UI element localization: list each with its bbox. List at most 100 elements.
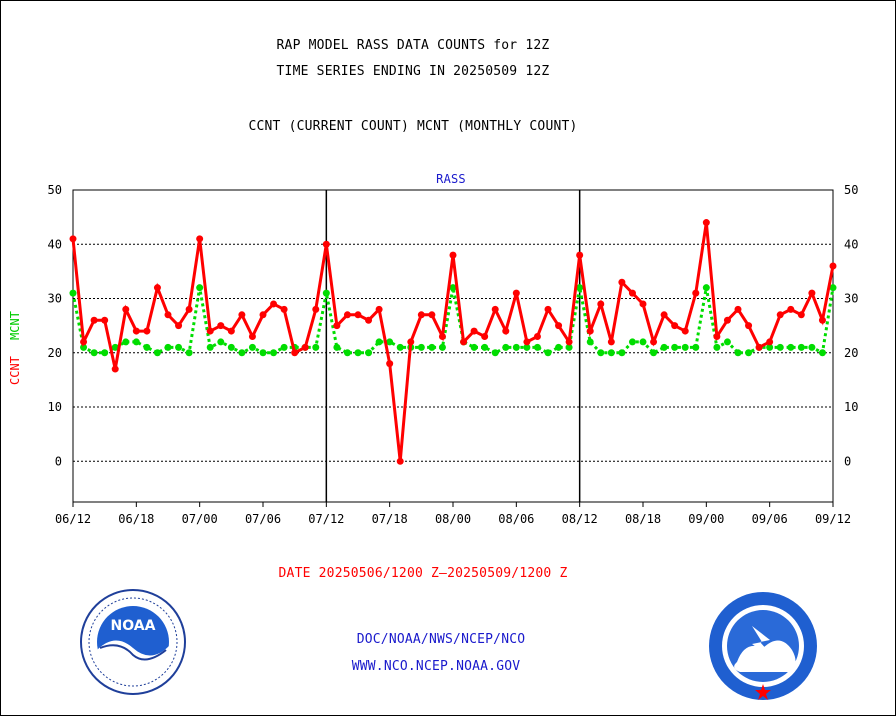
point-mcnt (766, 343, 774, 351)
point-mcnt (153, 349, 161, 357)
point-ccnt (438, 333, 446, 341)
point-ccnt (270, 300, 278, 308)
point-mcnt (776, 343, 784, 351)
point-ccnt (322, 240, 330, 248)
y-tick-label-right: 30 (844, 292, 858, 306)
point-mcnt (417, 343, 425, 351)
point-mcnt (787, 343, 795, 351)
panel-label: RASS (436, 172, 466, 186)
point-mcnt (259, 349, 267, 357)
point-mcnt (818, 349, 826, 357)
point-mcnt (829, 284, 837, 292)
point-ccnt (386, 360, 394, 368)
point-ccnt (354, 311, 362, 319)
point-ccnt (111, 365, 119, 373)
point-mcnt (650, 349, 658, 357)
point-ccnt (175, 322, 183, 330)
point-mcnt (386, 338, 394, 346)
point-mcnt (206, 343, 214, 351)
chart-title-line1: RAP MODEL RASS DATA COUNTS for 12Z (276, 38, 550, 53)
y-tick-label-right: 10 (844, 400, 858, 414)
point-mcnt (196, 284, 204, 292)
point-ccnt (291, 349, 299, 357)
y-tick-label-left: 20 (48, 346, 62, 360)
point-ccnt (702, 219, 710, 227)
point-mcnt (586, 338, 594, 346)
point-ccnt (90, 316, 98, 324)
point-ccnt (449, 251, 457, 259)
point-ccnt (555, 322, 563, 330)
point-mcnt (248, 343, 256, 351)
point-mcnt (185, 349, 193, 357)
point-mcnt (111, 343, 119, 351)
point-mcnt (681, 343, 689, 351)
point-ccnt (692, 289, 700, 297)
point-mcnt (217, 338, 225, 346)
point-ccnt (343, 311, 351, 319)
y-tick-label-right: 0 (844, 454, 851, 468)
point-mcnt (164, 343, 172, 351)
point-mcnt (597, 349, 605, 357)
point-ccnt (618, 278, 626, 286)
chart-title-line2: TIME SERIES ENDING IN 20250509 12Z (276, 64, 550, 79)
point-ccnt (227, 327, 235, 335)
point-mcnt (565, 343, 573, 351)
point-ccnt (533, 333, 541, 341)
point-ccnt (576, 251, 584, 259)
point-mcnt (438, 343, 446, 351)
point-ccnt (829, 262, 837, 270)
point-mcnt (143, 343, 151, 351)
point-mcnt (512, 343, 520, 351)
point-ccnt (460, 338, 468, 346)
mcnt-series (69, 284, 837, 357)
ylabel-ccnt: CCNT (8, 356, 22, 385)
point-mcnt (745, 349, 753, 357)
point-ccnt (639, 300, 647, 308)
point-ccnt (164, 311, 172, 319)
point-mcnt (428, 343, 436, 351)
y-axis-ticks: 0 0 10 10 20 20 30 30 40 40 50 50 (48, 183, 859, 468)
point-ccnt (80, 338, 88, 346)
point-ccnt (660, 311, 668, 319)
point-ccnt (808, 289, 816, 297)
point-ccnt (407, 338, 415, 346)
point-mcnt (628, 338, 636, 346)
chart-subtitle: CCNT (CURRENT COUNT) MCNT (MONTHLY COUNT… (248, 119, 578, 134)
point-ccnt (650, 338, 658, 346)
point-mcnt (671, 343, 679, 351)
point-ccnt (196, 235, 204, 243)
noaa-logo: NOAA (80, 589, 186, 695)
x-tick-label: 07/12 (308, 512, 344, 526)
point-ccnt (417, 311, 425, 319)
y-tick-label-left: 10 (48, 400, 62, 414)
point-ccnt (132, 327, 140, 335)
x-tick-label: 07/18 (372, 512, 408, 526)
point-ccnt (206, 327, 214, 335)
y-tick-label-left: 40 (48, 237, 62, 251)
point-ccnt (544, 305, 552, 313)
point-ccnt (565, 338, 573, 346)
point-mcnt (80, 343, 88, 351)
point-ccnt (502, 327, 510, 335)
point-ccnt (723, 316, 731, 324)
point-mcnt (375, 338, 383, 346)
y-tick-label-right: 50 (844, 183, 858, 197)
point-mcnt (618, 349, 626, 357)
point-ccnt (597, 300, 605, 308)
x-tick-label: 07/06 (245, 512, 281, 526)
y-tick-label-right: 40 (844, 237, 858, 251)
point-mcnt (544, 349, 552, 357)
point-ccnt (734, 305, 742, 313)
point-mcnt (808, 343, 816, 351)
point-mcnt (576, 284, 584, 292)
point-mcnt (713, 343, 721, 351)
point-ccnt (69, 235, 77, 243)
point-mcnt (396, 343, 404, 351)
point-ccnt (681, 327, 689, 335)
point-ccnt (607, 338, 615, 346)
point-mcnt (470, 343, 478, 351)
ccnt-series (69, 219, 837, 465)
point-ccnt (312, 305, 320, 313)
y-tick-label-left: 0 (55, 454, 62, 468)
point-mcnt (227, 343, 235, 351)
